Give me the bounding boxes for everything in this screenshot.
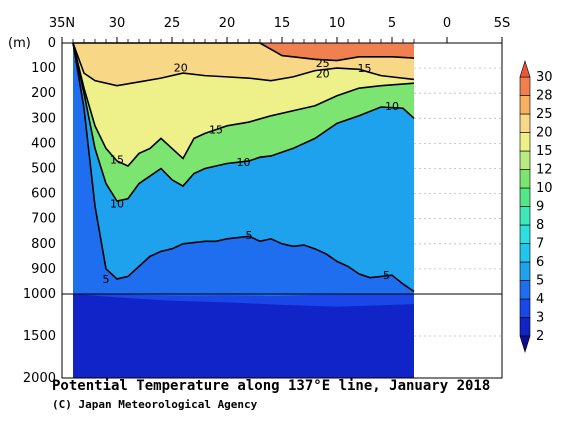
isotherm-15 [72, 42, 415, 167]
colorbar-tick-label: 8 [536, 218, 544, 233]
colorbar-segment [519, 261, 531, 281]
x-tick-label: 30 [109, 16, 126, 31]
fill-region-25 [73, 43, 414, 61]
colorbar-tick-label: 25 [536, 107, 553, 122]
contour-label: 5 [383, 269, 390, 282]
x-tick-label: 5 [388, 16, 396, 31]
colorbar-tick-label: 6 [536, 255, 544, 270]
y-tick-label: 300 [31, 111, 56, 126]
contour-label: 15 [110, 154, 124, 167]
y-axis: 0 100 200 300 400 500 600 700 800 900 1000 1500 2000 [23, 36, 56, 386]
y-tick-label: 2000 [23, 371, 56, 386]
isotherm-20 [72, 42, 415, 87]
contour-label: 20 [316, 68, 330, 81]
y-tick-label: 100 [31, 61, 56, 76]
x-tick-label: 0 [443, 16, 451, 31]
colorbar-segment [519, 76, 531, 96]
contour-label: 10 [237, 156, 251, 169]
x-tick-label: 35N [49, 16, 75, 31]
temperature-fill-layer [73, 43, 414, 378]
colorbar-segment [519, 113, 531, 133]
contour-label: 5 [103, 273, 110, 286]
colorbar-segment [519, 298, 531, 318]
contour-label: 20 [174, 61, 188, 74]
y-tick-label: 900 [31, 262, 56, 277]
contour-label: 5 [246, 229, 253, 242]
colorbar-tick-label: 9 [536, 200, 544, 215]
colorbar-segment [519, 317, 531, 337]
credit-line: (C) Japan Meteorological Agency [52, 398, 258, 411]
colorbar-tick-label: 4 [536, 292, 544, 307]
colorbar: 2 3 4 5 6 7 8 9 10 12 15 20 25 28 30 [519, 59, 553, 354]
colorbar-max-arrow [519, 59, 531, 78]
colorbar-tick-label: 28 [536, 89, 553, 104]
colorbar-tick-label: 5 [536, 274, 544, 289]
isotherm-10 [72, 42, 415, 203]
colorbar-segment [519, 95, 531, 115]
x-axis: 35N 30 25 20 15 10 5 0 5S [49, 16, 510, 43]
x-tick-label: 20 [219, 16, 236, 31]
contour-label: 15 [209, 124, 223, 137]
colorbar-tick-label: 30 [536, 70, 553, 85]
colorbar-segment [519, 169, 531, 189]
colorbar-tick-label: 12 [536, 163, 553, 178]
colorbar-tick-label: 7 [536, 237, 544, 252]
y-tick-label: 1000 [23, 287, 56, 302]
y-tick-label: 200 [31, 86, 56, 101]
y-tick-label: 1500 [23, 329, 56, 344]
colorbar-segment [519, 187, 531, 207]
colorbar-tick-label: 10 [536, 181, 553, 196]
colorbar-tick-label: 2 [536, 329, 544, 344]
isotherm-5 [72, 42, 415, 293]
x-tick-label: 5S [494, 16, 511, 31]
y-tick-label: 700 [31, 212, 56, 227]
x-tick-label: 10 [329, 16, 346, 31]
colorbar-segment [519, 150, 531, 170]
colorbar-segment [519, 224, 531, 244]
y-tick-label: 400 [31, 136, 56, 151]
chart-title: Potential Temperature along 137°E line, … [52, 378, 491, 394]
colorbar-min-arrow [519, 335, 531, 354]
contour-label: 10 [385, 100, 399, 113]
contour-label: 25 [316, 57, 330, 70]
y-tick-label: 600 [31, 187, 56, 202]
contour-label: 10 [110, 198, 124, 211]
colorbar-tick-label: 3 [536, 311, 544, 326]
y-tick-label: 800 [31, 237, 56, 252]
colorbar-tick-label: 20 [536, 126, 553, 141]
grid-lines [414, 67, 502, 337]
colorbar-segment [519, 206, 531, 226]
colorbar-segment [519, 132, 531, 152]
y-unit-label: (m) [8, 36, 31, 51]
x-tick-label: 15 [274, 16, 291, 31]
colorbar-segment [519, 280, 531, 300]
x-tick-label: 25 [164, 16, 181, 31]
y-tick-label: 500 [31, 162, 56, 177]
colorbar-segment [519, 243, 531, 263]
y-tick-label: 0 [48, 36, 56, 51]
colorbar-tick-label: 15 [536, 144, 553, 159]
contour-label: 15 [358, 62, 372, 75]
